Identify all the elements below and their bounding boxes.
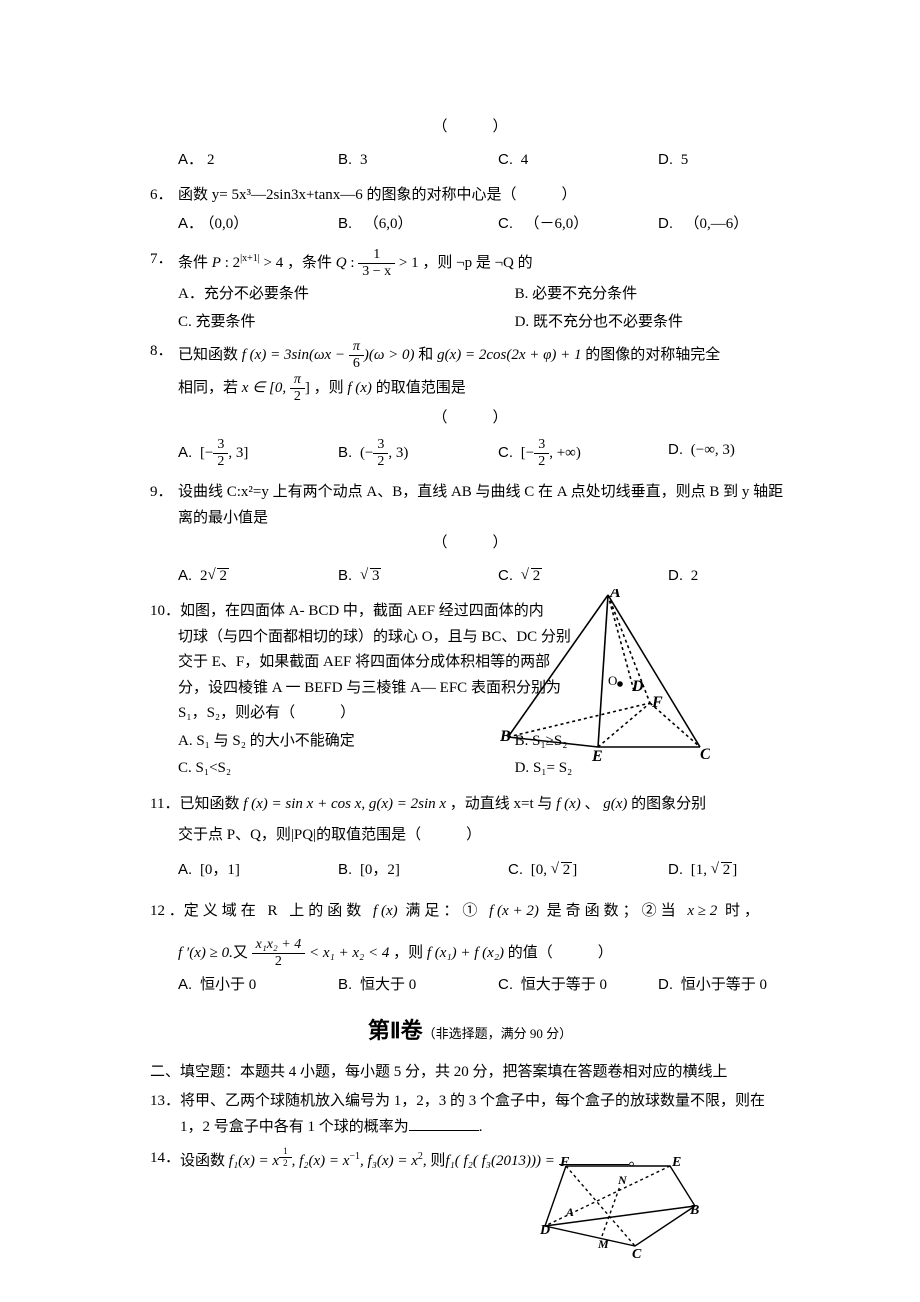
svg-text:O: O [608, 673, 617, 688]
question-10: A B C D E F O 10．如图，在四面体 A- BCD 中，截面 AEF… [150, 599, 790, 782]
svg-text:C: C [632, 1247, 642, 1262]
q13-blank [409, 1116, 479, 1131]
q5-options: A．2 B. 3 C. 4 D. 5 [150, 147, 790, 174]
svg-text:C: C [700, 746, 710, 763]
tetrahedron-figure: A B C D E F O [500, 589, 710, 769]
q7-options: A．充分不必要条件 B. 必要不充分条件 C. 充要条件 D. 既不充分也不必要… [150, 282, 790, 335]
question-8: 8． 已知函数 f (x) = 3sin(ωx − π6)(ω > 0) 和 g… [150, 339, 790, 470]
q8-options: A. [−32, 3] B. (−32, 3) C. [−32, +∞) D. … [150, 437, 790, 470]
question-12: 12 ． 定义域在 R 上的函数 f (x) 满足：① f (x + 2) 是奇… [150, 899, 790, 998]
question-14: F E B C D A M N 14． 设函数 f₁(x) = x12, f₂(… [150, 1146, 790, 1175]
q11-stem: 已知函数 f (x) = sin x + cos x, g(x) = 2sin … [179, 792, 790, 818]
fill-blank-header: 二、填空题：本题共 4 小题，每小题 5 分，共 20 分，把答案填在答题卷相对… [150, 1060, 790, 1086]
svg-text:D: D [540, 1223, 550, 1238]
svg-text:B: B [500, 728, 511, 745]
question-13: 13． 将甲、乙两个球随机放入编号为 1，2，3 的 3 个盒子中，每个盒子的放… [150, 1089, 790, 1140]
q7-stem: 条件 P : 2|x+1| > 4 ，条件 Q : 13 − x > 1 ，则 … [178, 247, 790, 280]
q9-blank: （ ） [150, 531, 790, 557]
q8-stem-line1: 已知函数 f (x) = 3sin(ωx − π6)(ω > 0) 和 g(x)… [178, 339, 790, 372]
svg-text:D: D [631, 678, 644, 695]
q6-options: A．（0,0） B. （6,0） C. （－6,0） D. （0,—6） [150, 211, 790, 238]
svg-text:A: A [565, 1205, 574, 1219]
question-6: 6．函数 y= 5x³—2sin3x+tanx—6 的图象的对称中心是（ ） A… [150, 183, 790, 237]
svg-text:F: F [651, 694, 663, 711]
q12-options: A. 恒小于 0 B. 恒大于 0 C. 恒大于等于 0 D. 恒小于等于 0 [150, 972, 790, 999]
question-7: 7． 条件 P : 2|x+1| > 4 ，条件 Q : 13 − x > 1 … [150, 247, 790, 335]
svg-text:F: F [559, 1156, 570, 1170]
q5-blank: （ ） [150, 115, 790, 141]
section-2-title: 第Ⅱ卷（非选择题，满分 90 分） [150, 1012, 790, 1049]
q12-line2: f ′(x) ≥ 0.又 x₁x₂ + 42 < x₁ + x₂ < 4 ，则 … [150, 937, 790, 970]
question-5-partial: （ ） A．2 B. 3 C. 4 D. 5 [150, 115, 790, 173]
svg-text:E: E [591, 748, 603, 765]
q5-opt-a: 2 [207, 152, 215, 168]
svg-text:N: N [617, 1173, 628, 1187]
question-11: 11． 已知函数 f (x) = sin x + cos x, g(x) = 2… [150, 792, 790, 884]
svg-text:A: A [609, 589, 621, 601]
svg-text:E: E [671, 1156, 681, 1170]
q8-blank: （ ） [150, 406, 790, 432]
question-9: 9．设曲线 C:x²=y 上有两个动点 A、B，直线 AB 与曲线 C 在 A … [150, 480, 790, 589]
q11-options: A. [0，1] B. [0，2] C. [0, 2] D. [1, 2] [150, 857, 790, 884]
q5-opt-c: 4 [521, 152, 529, 168]
prism-figure: F E B C D A M N [540, 1156, 700, 1276]
q5-opt-b: 3 [360, 152, 368, 168]
q8-stem-line2: 相同，若 x ∈ [0, π2] ，则 f (x) 的取值范围是 [150, 372, 790, 405]
q6-stem: 函数 y= 5x³—2sin3x+tanx—6 的图象的对称中心是（ ） [178, 183, 790, 209]
q9-stem: 设曲线 C:x²=y 上有两个动点 A、B，直线 AB 与曲线 C 在 A 点处… [178, 480, 790, 531]
q12-stem: 定义域在 R 上的函数 f (x) 满足：① f (x + 2) 是奇函数；②当… [184, 899, 790, 925]
q9-options: A. 22 B. 3 C. 2 D. 2 [150, 563, 790, 590]
svg-text:B: B [689, 1203, 699, 1218]
svg-text:M: M [597, 1237, 609, 1251]
q5-opt-d: 5 [681, 152, 689, 168]
